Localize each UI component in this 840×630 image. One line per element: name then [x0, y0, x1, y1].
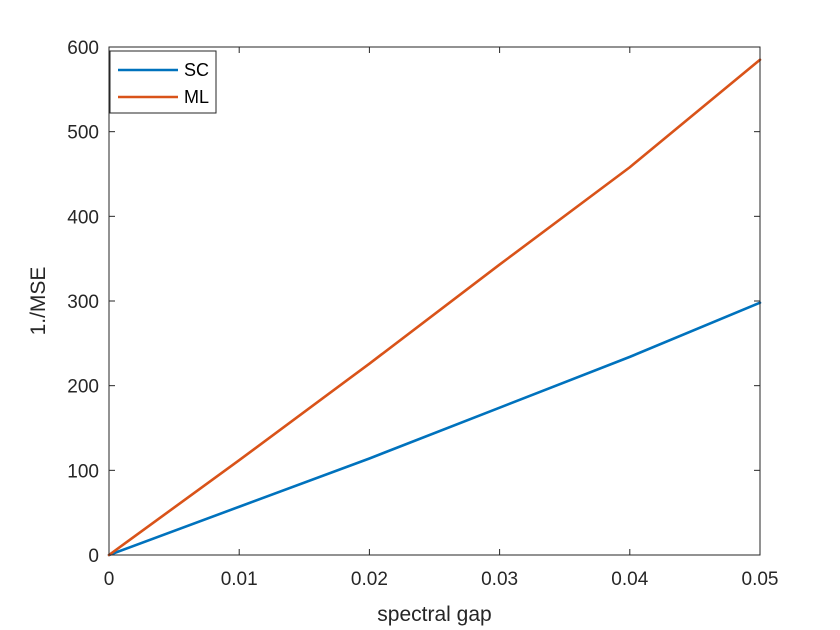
plot-area — [109, 47, 760, 555]
x-axis-label: spectral gap — [377, 603, 491, 626]
x-tick-label: 0.04 — [611, 569, 648, 590]
series-layer — [107, 58, 762, 557]
x-tick-label: 0.03 — [481, 569, 518, 590]
y-tick-label: 0 — [88, 546, 99, 567]
y-axis-label: 1./MSE — [27, 267, 50, 336]
x-tick-label: 0.05 — [742, 569, 779, 590]
series-line-sc — [107, 301, 762, 557]
legend-label-ml: ML — [184, 87, 209, 107]
x-tick-label: 0.01 — [221, 569, 258, 590]
legend-box — [109, 50, 217, 114]
y-tick-label: 100 — [67, 461, 99, 482]
y-tick-label: 300 — [67, 292, 99, 313]
y-tick-label: 400 — [67, 207, 99, 228]
legend: SC ML — [109, 50, 217, 114]
y-tick-label: 500 — [67, 123, 99, 144]
legend-label-sc: SC — [184, 60, 209, 80]
x-tick-label: 0.02 — [351, 569, 388, 590]
series-line-ml — [107, 58, 762, 557]
y-tick-label: 200 — [67, 377, 99, 398]
y-tick-label: 600 — [67, 38, 99, 59]
x-tick-label: 0 — [104, 569, 115, 590]
ticks-layer: 0 0.01 0.02 0.03 0.04 0.05 0 100 200 300 400 500 600 — [67, 38, 778, 590]
